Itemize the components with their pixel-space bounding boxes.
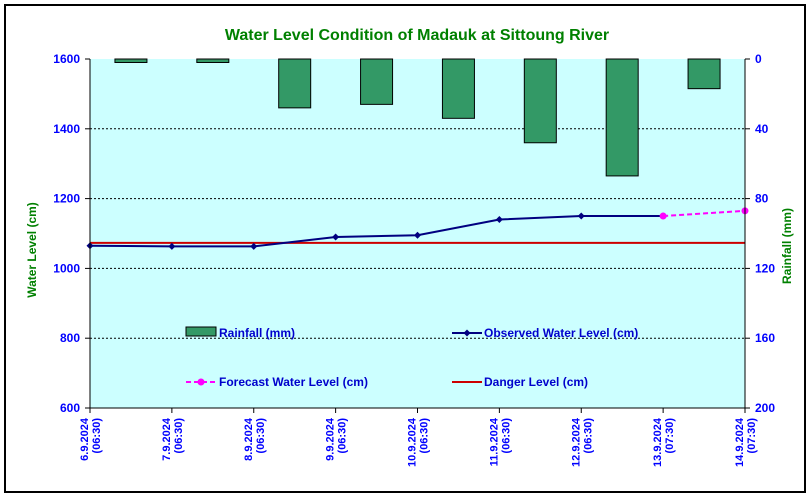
- x-tick-time-label: (06:30): [582, 418, 594, 454]
- axes: [85, 58, 750, 413]
- observed-point: [414, 231, 421, 239]
- y2-axis-label: Rainfall (mm): [780, 208, 794, 284]
- y-tick-label: 800: [60, 331, 80, 345]
- legend-rainfall-swatch: [185, 326, 217, 337]
- observed-point: [495, 216, 503, 224]
- legend-forecast-marker: [197, 378, 205, 386]
- x-tick-label: 7.9.2024: [161, 417, 173, 461]
- y-tick-label: 1200: [53, 192, 80, 206]
- legend-observed-marker: [463, 329, 471, 337]
- rainfall-bar: [114, 58, 148, 63]
- x-tick-label: 13.9.2024: [652, 417, 664, 467]
- x-tick-time-label: (06:30): [500, 418, 512, 454]
- legend: Rainfall (mm) Observed Water Level (cm) …: [185, 326, 638, 389]
- x-tick-time-label: (06:30): [173, 418, 185, 454]
- x-tick-time-label: (06:30): [419, 418, 431, 454]
- legend-danger-label: Danger Level (cm): [484, 375, 588, 389]
- x-tick-label: 14.9.2024: [734, 417, 746, 467]
- y2-tick-label: 200: [755, 401, 775, 415]
- x-tick-label: 9.9.2024: [325, 417, 337, 461]
- x-tick-label: 11.9.2024: [488, 417, 500, 466]
- rainfall-bar: [687, 58, 721, 90]
- observed-point: [168, 242, 176, 250]
- legend-forecast-label: Forecast Water Level (cm): [219, 375, 368, 389]
- x-tick-label: 8.9.2024: [243, 417, 255, 461]
- observed-point: [250, 242, 258, 250]
- rainfall-bar: [360, 58, 394, 105]
- legend-rainfall-label: Rainfall (mm): [219, 326, 295, 340]
- rainfall-bar: [278, 58, 312, 109]
- x-tick-time-label: (07:30): [664, 418, 676, 454]
- y2-tick-label: 160: [755, 331, 775, 345]
- observed-water-level-series: [86, 212, 667, 250]
- rainfall-bar: [523, 58, 557, 144]
- observed-point: [577, 212, 585, 220]
- x-tick-time-label: (06:30): [255, 418, 267, 454]
- y2-tick-label: 80: [755, 192, 769, 206]
- y-tick-label: 1400: [53, 122, 80, 136]
- tick-labels: 600 800 1000 1200 1400 1600 0 40 80 120 160 200 6.9.…: [53, 52, 775, 467]
- rainfall-bar: [441, 58, 475, 119]
- y2-tick-label: 120: [755, 261, 775, 275]
- y-axis-label: Water Level (cm): [25, 202, 39, 298]
- x-tick-label: 12.9.2024: [570, 417, 582, 467]
- forecast-line: [663, 209, 746, 218]
- rainfall-bars: [114, 58, 721, 177]
- x-tick-label: 6.9.2024: [79, 417, 91, 461]
- forecast-point: [659, 212, 667, 220]
- y2-tick-label: 0: [755, 52, 762, 66]
- observed-point: [332, 233, 340, 241]
- y2-tick-label: 40: [755, 122, 769, 136]
- y-tick-label: 1000: [53, 261, 80, 275]
- legend-observed-label: Observed Water Level (cm): [484, 326, 638, 340]
- x-tick-time-label: (06:30): [337, 418, 349, 454]
- y-tick-label: 600: [60, 401, 80, 415]
- y-tick-label: 1600: [53, 52, 80, 66]
- x-tick-time-label: (07:30): [746, 418, 758, 454]
- x-tick-time-label: (06:30): [91, 418, 103, 454]
- observed-line: [89, 215, 664, 248]
- rainfall-bar: [196, 58, 230, 63]
- rainfall-bar: [605, 58, 639, 177]
- x-tick-label: 10.9.2024: [407, 417, 419, 467]
- chart-title: Water Level Condition of Madauk at Sitto…: [225, 27, 609, 44]
